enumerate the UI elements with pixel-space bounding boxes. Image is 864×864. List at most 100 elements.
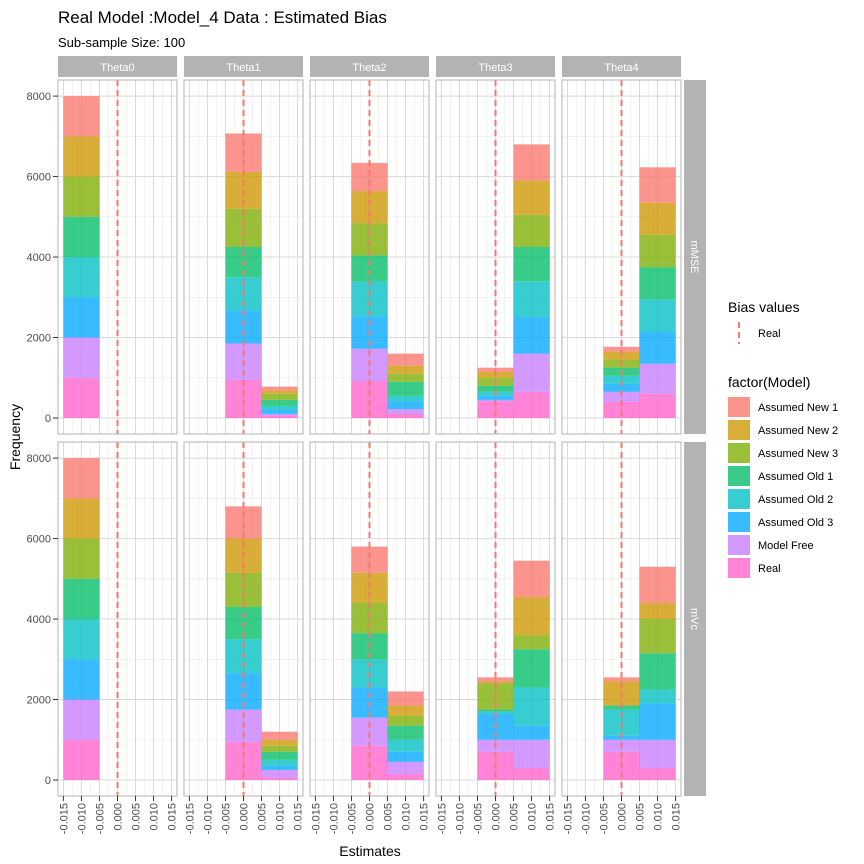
x-tick-label: 0.015 <box>671 803 683 831</box>
legend-swatch <box>728 512 750 532</box>
bar-segment <box>639 202 676 235</box>
y-tick-label: 6000 <box>27 534 51 546</box>
panel-border <box>561 79 682 435</box>
bar-segment <box>387 705 424 716</box>
y-tick-label: 6000 <box>27 172 51 184</box>
x-tick-label: 0.005 <box>509 803 521 831</box>
bar-segment <box>63 498 100 539</box>
facet-strip-label: Theta0 <box>100 62 134 74</box>
x-tick-label: -0.015 <box>184 803 196 834</box>
bar-segment <box>513 391 550 418</box>
legend-bias-label: Real <box>758 328 781 340</box>
x-tick-label: 0.010 <box>149 803 161 831</box>
bar-segment <box>63 257 100 298</box>
legend-label: Assumed New 3 <box>758 448 838 460</box>
facet-strip-label: Theta4 <box>604 62 638 74</box>
bar-segment <box>639 299 676 332</box>
x-tick-label: 0.005 <box>131 803 143 831</box>
bar-segment <box>63 659 100 700</box>
bar-segment <box>63 176 100 217</box>
y-tick-label: 8000 <box>27 453 51 465</box>
bar-segment <box>603 375 640 384</box>
bar-segment <box>387 381 424 396</box>
bar-segment <box>63 297 100 338</box>
x-tick-label: 0.000 <box>617 803 629 831</box>
x-tick-label: -0.010 <box>580 803 592 834</box>
bar-segment <box>63 337 100 378</box>
bar-segment <box>261 405 298 410</box>
panel-mvc-theta2 <box>309 441 430 797</box>
x-tick-label: -0.005 <box>472 803 484 834</box>
facet-strip-mvc <box>684 442 706 796</box>
y-axis-title: Frequency <box>7 404 23 470</box>
bar-segment <box>261 739 298 746</box>
bar-segment <box>63 96 100 137</box>
panel-mvc-theta0 <box>57 441 178 797</box>
facet-strip-theta3 <box>436 56 555 77</box>
bar-segment <box>603 391 640 402</box>
legend-label: Assumed Old 1 <box>758 471 833 483</box>
legend-swatch <box>728 443 750 463</box>
bar-segment <box>513 687 550 726</box>
bar-segment <box>387 761 424 774</box>
bar-segment <box>261 413 298 416</box>
chart-subtitle: Sub-sample Size: 100 <box>58 35 185 50</box>
bar-segment <box>513 317 550 354</box>
legend-label: Real <box>758 563 781 575</box>
bar-segment <box>63 739 100 780</box>
y-tick-label: 2000 <box>27 333 51 345</box>
bar-segment <box>639 689 676 704</box>
bar-segment <box>351 717 388 746</box>
facet-strip-label: Theta3 <box>478 62 512 74</box>
legend-label: Assumed New 2 <box>758 425 838 437</box>
bar-segment <box>639 393 676 418</box>
bar-segment <box>639 767 676 780</box>
bar-segment <box>63 578 100 620</box>
bar-segment <box>387 773 424 780</box>
x-tick-label: -0.005 <box>220 803 232 834</box>
legend-label: Assumed Old 3 <box>758 517 833 529</box>
x-tick-label: 0.000 <box>239 803 251 831</box>
bar-segment <box>63 216 100 258</box>
facet-strip-theta1 <box>184 56 303 77</box>
bar-segment <box>63 136 100 177</box>
bar-segment <box>261 765 298 770</box>
x-tick-label: -0.010 <box>202 803 214 834</box>
bar-segment <box>387 395 424 402</box>
bar-segment <box>387 401 424 410</box>
panel-border <box>183 79 304 435</box>
bar-segment <box>387 409 424 414</box>
bar-segment <box>639 331 676 364</box>
legend-swatch <box>728 535 750 555</box>
legend-model-title: factor(Model) <box>728 374 810 390</box>
bar-segment <box>261 745 298 752</box>
bar-segment <box>639 739 676 768</box>
legend-swatch <box>728 420 750 440</box>
bar-segment <box>387 413 424 418</box>
bar-segment <box>477 367 514 372</box>
x-tick-label: -0.015 <box>436 803 448 834</box>
bar-segment <box>261 390 298 394</box>
x-tick-label: 0.000 <box>365 803 377 831</box>
x-tick-label: -0.010 <box>76 803 88 834</box>
bar-segment <box>477 401 514 418</box>
bar-segment <box>261 386 298 391</box>
x-tick-label: -0.005 <box>598 803 610 834</box>
x-tick-label: -0.010 <box>328 803 340 834</box>
bar-segment <box>639 167 676 203</box>
legend-label: Assumed New 1 <box>758 402 838 414</box>
bar-segment <box>351 162 388 192</box>
bar-segment <box>477 709 514 712</box>
y-tick-label: 8000 <box>27 91 51 103</box>
bar-segment <box>513 246 550 282</box>
legend-label: Model Free <box>758 540 814 552</box>
facet-strip-label: mMSE <box>688 241 700 274</box>
legend-label: Assumed Old 2 <box>758 494 833 506</box>
bar-segment <box>477 395 514 400</box>
legend-swatch <box>728 397 750 417</box>
bar-segment <box>261 409 298 414</box>
x-tick-label: 0.000 <box>113 803 125 831</box>
facet-strip-theta0 <box>58 56 177 77</box>
bar-segment <box>639 566 676 603</box>
